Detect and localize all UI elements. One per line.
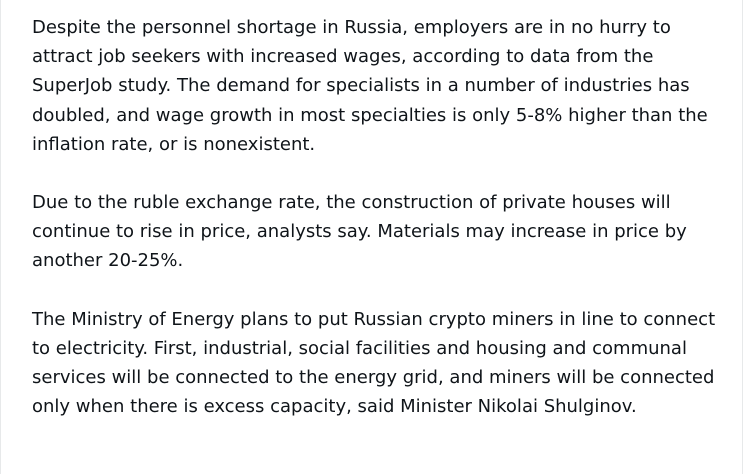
post-paragraph-wages: Despite the personnel shortage in Russia… — [32, 17, 708, 155]
paragraph-spacer — [32, 159, 742, 188]
post-paragraph-crypto-miners: The Ministry of Energy plans to put Russ… — [32, 308, 716, 418]
paragraph-spacer — [32, 276, 742, 305]
post-paragraph-construction: Due to the ruble exchange rate, the cons… — [32, 192, 687, 272]
